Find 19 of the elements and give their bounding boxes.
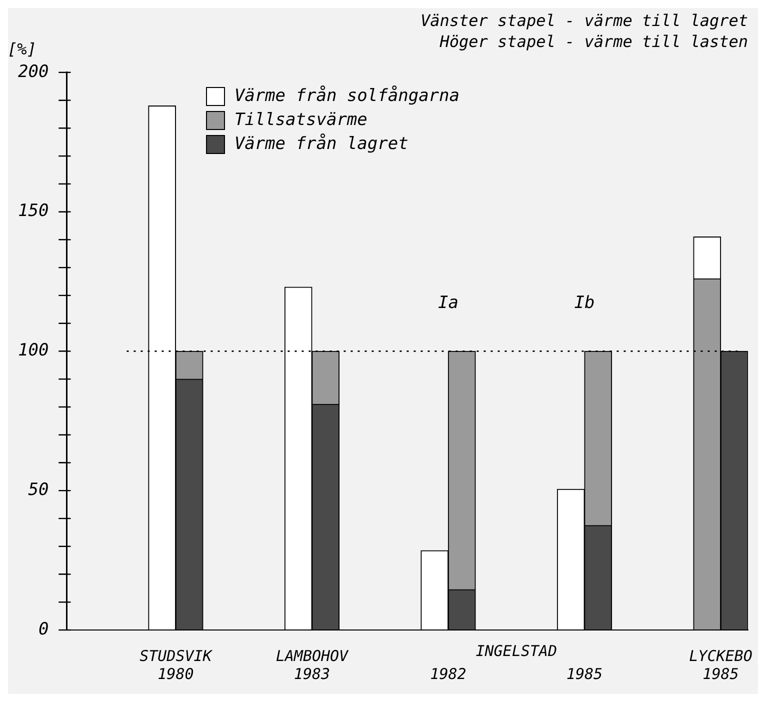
x-tick-label: STUDSVIK 1980 [140, 646, 213, 683]
y-tick-label: 150 [18, 201, 49, 222]
y-tick-label: 200 [18, 62, 49, 82]
y-tick-label: 0 [38, 619, 49, 640]
y-axis-title: [%] [8, 40, 36, 59]
x-tick-label: 1985 [566, 664, 603, 683]
y-tick-label: 100 [18, 340, 49, 361]
x-tick-label: LYCKEBO 1985 [689, 646, 752, 683]
chart-subtitle: Höger stapel - värme till lasten [438, 32, 748, 51]
legend-label: Värme från solfångarna [234, 84, 460, 108]
chart-title: Vänster stapel - värme till lagret [420, 10, 748, 30]
y-tick-label: 50 [28, 480, 49, 500]
legend-label: Värme från lagret [234, 132, 408, 156]
legend-label: Tillsatsvärme [234, 109, 368, 132]
text: INGELSTAD [476, 642, 557, 660]
annotation: Ib [574, 293, 595, 314]
x-tick-label: 1982 [430, 664, 466, 683]
annotation: Ia [438, 293, 458, 314]
x-tick-label: LAMBOHOV 1983 [276, 646, 350, 683]
